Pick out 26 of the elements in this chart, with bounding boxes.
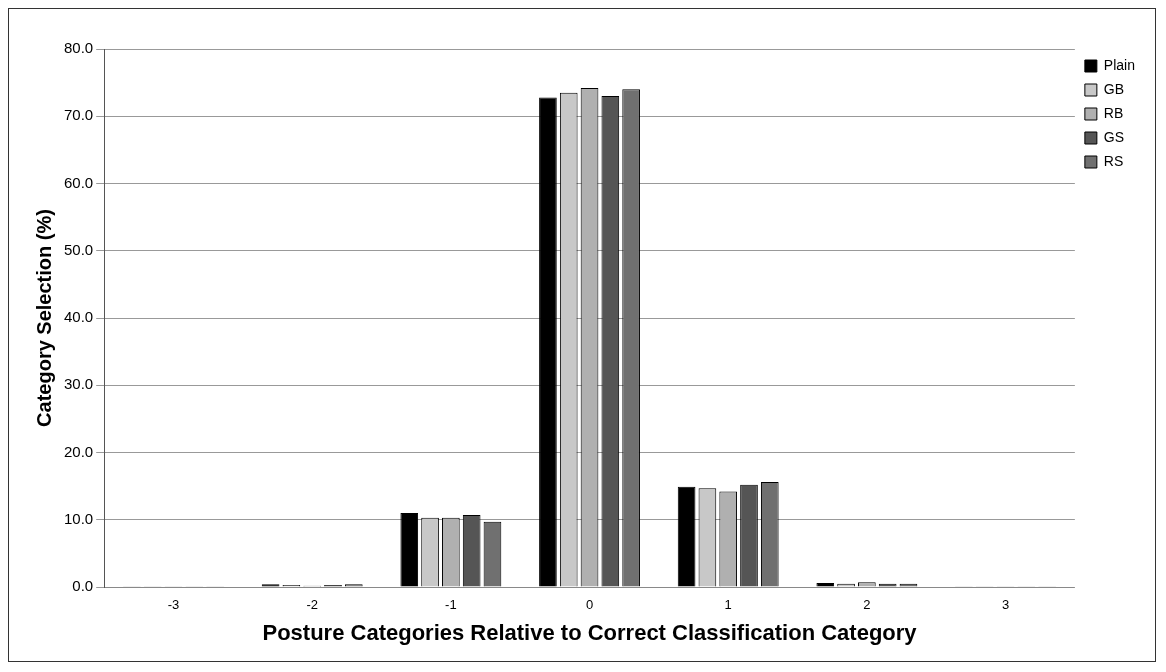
y-tick-label: 30.0 bbox=[63, 375, 94, 393]
bar bbox=[400, 513, 419, 587]
legend-label: GS bbox=[1103, 128, 1125, 145]
x-tick-label: 0 bbox=[585, 597, 594, 613]
x-tick-label: 1 bbox=[724, 597, 732, 613]
x-tick-label: -1 bbox=[445, 597, 457, 613]
y-tick-label: 10.0 bbox=[63, 509, 94, 527]
legend-label: RS bbox=[1103, 152, 1124, 169]
bar bbox=[539, 97, 557, 587]
y-tick-label: 0.0 bbox=[72, 577, 94, 595]
y-tick-label: 70.0 bbox=[63, 106, 94, 124]
legend-label: Plain bbox=[1103, 56, 1136, 73]
y-axis-title: Category Selection (%) bbox=[32, 209, 55, 427]
x-tick-label: -2 bbox=[306, 597, 318, 613]
legend-label: RB bbox=[1103, 104, 1124, 121]
y-tick-label: 40.0 bbox=[63, 308, 94, 326]
bar bbox=[677, 486, 696, 587]
y-tick-label: 20.0 bbox=[63, 442, 94, 460]
x-tick-label: 3 bbox=[1001, 597, 1010, 613]
y-tick-label: 50.0 bbox=[63, 240, 94, 258]
y-tick-label: 80.0 bbox=[63, 39, 94, 57]
legend-label: GB bbox=[1103, 80, 1125, 97]
x-tick-label: 2 bbox=[863, 597, 871, 613]
x-axis-title: Posture Categories Relative to Correct Classification Category bbox=[262, 619, 918, 645]
x-tick-label: -3 bbox=[167, 597, 180, 613]
y-tick-label: 60.0 bbox=[63, 173, 94, 191]
